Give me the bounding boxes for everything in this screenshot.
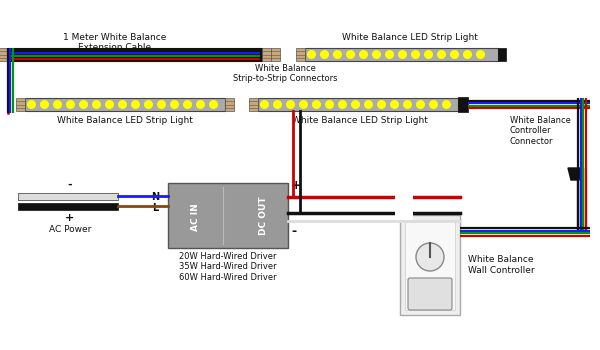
Bar: [395, 194, 413, 200]
Bar: [271, 48, 280, 61]
Bar: [168, 183, 288, 248]
Circle shape: [373, 51, 380, 58]
Circle shape: [430, 101, 437, 108]
Text: White Balance LED Strip Light: White Balance LED Strip Light: [342, 33, 478, 42]
Circle shape: [54, 101, 61, 108]
Circle shape: [170, 101, 178, 108]
Circle shape: [338, 101, 346, 108]
Bar: [262, 48, 271, 61]
Circle shape: [93, 101, 100, 108]
Circle shape: [260, 101, 268, 108]
Bar: [225, 98, 234, 111]
Bar: [16, 98, 25, 111]
Text: +: +: [65, 213, 74, 223]
Circle shape: [308, 51, 316, 58]
Circle shape: [438, 51, 445, 58]
Bar: [0, 48, 8, 61]
Circle shape: [334, 51, 341, 58]
Bar: [405, 220, 455, 310]
Text: White Balance LED Strip Light: White Balance LED Strip Light: [292, 116, 428, 125]
Circle shape: [158, 101, 166, 108]
Circle shape: [425, 51, 432, 58]
Circle shape: [287, 101, 295, 108]
Text: -: -: [291, 225, 296, 238]
Bar: [25, 98, 225, 111]
Text: AC Power: AC Power: [49, 225, 91, 234]
Text: White Balance
Controller
Connector: White Balance Controller Connector: [510, 116, 571, 146]
Bar: [258, 98, 458, 111]
Circle shape: [28, 101, 35, 108]
Text: AC IN: AC IN: [191, 204, 199, 231]
Circle shape: [320, 51, 328, 58]
Circle shape: [274, 101, 281, 108]
Circle shape: [184, 101, 191, 108]
Bar: [400, 215, 460, 315]
Bar: [249, 98, 258, 111]
Text: White Balance
Wall Controller: White Balance Wall Controller: [468, 255, 535, 275]
Bar: [395, 210, 413, 220]
Circle shape: [416, 243, 444, 271]
Circle shape: [106, 101, 113, 108]
Text: DC OUT: DC OUT: [259, 196, 268, 235]
Circle shape: [391, 101, 398, 108]
Text: 1 Meter White Balance
Extension Cable: 1 Meter White Balance Extension Cable: [64, 33, 167, 52]
Circle shape: [145, 101, 152, 108]
Bar: [305, 48, 498, 61]
Circle shape: [347, 51, 354, 58]
Bar: [458, 97, 468, 112]
Text: -: -: [68, 180, 73, 190]
Circle shape: [386, 51, 394, 58]
Bar: [18, 203, 118, 210]
Circle shape: [365, 101, 372, 108]
Bar: [498, 48, 506, 61]
Circle shape: [80, 101, 88, 108]
Circle shape: [412, 51, 419, 58]
Circle shape: [41, 101, 49, 108]
Circle shape: [67, 101, 74, 108]
Circle shape: [326, 101, 334, 108]
Text: +: +: [291, 179, 302, 192]
Text: White Balance
Strip-to-Strip Connectors: White Balance Strip-to-Strip Connectors: [233, 64, 337, 83]
Circle shape: [378, 101, 385, 108]
Circle shape: [313, 101, 320, 108]
Circle shape: [360, 51, 367, 58]
Text: N: N: [151, 192, 159, 202]
Circle shape: [398, 51, 406, 58]
Circle shape: [119, 101, 127, 108]
Circle shape: [451, 51, 458, 58]
Circle shape: [404, 101, 412, 108]
Circle shape: [476, 51, 484, 58]
Bar: [8, 48, 262, 61]
Text: White Balance LED Strip Light: White Balance LED Strip Light: [57, 116, 193, 125]
Circle shape: [197, 101, 204, 108]
Bar: [296, 48, 305, 61]
Polygon shape: [568, 168, 582, 180]
Circle shape: [132, 101, 139, 108]
Circle shape: [416, 101, 424, 108]
Text: 20W Hard-Wired Driver
35W Hard-Wired Driver
60W Hard-Wired Driver: 20W Hard-Wired Driver 35W Hard-Wired Dri…: [179, 252, 277, 282]
Circle shape: [352, 101, 359, 108]
Circle shape: [300, 101, 307, 108]
Text: L: L: [152, 203, 158, 213]
FancyBboxPatch shape: [408, 278, 452, 310]
Bar: [18, 193, 118, 200]
Circle shape: [210, 101, 217, 108]
Circle shape: [464, 51, 472, 58]
Circle shape: [443, 101, 450, 108]
